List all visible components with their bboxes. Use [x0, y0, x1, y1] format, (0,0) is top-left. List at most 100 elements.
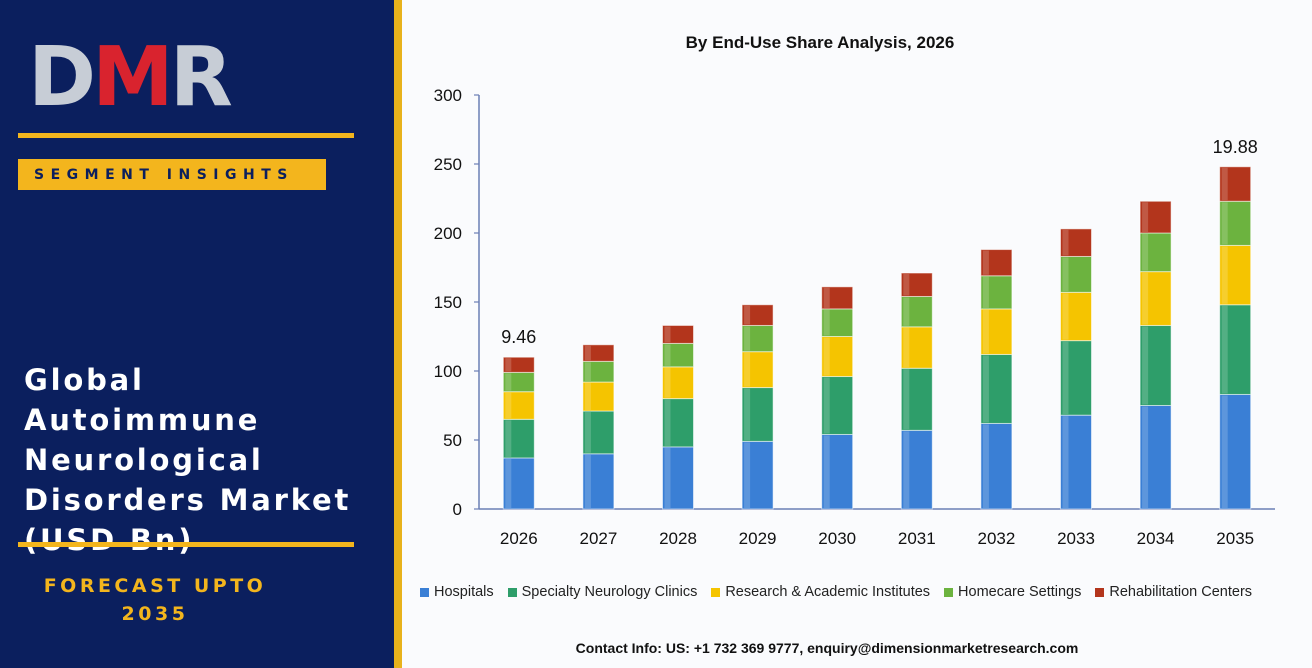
bar-highlight: [823, 377, 830, 434]
dmr-logo: DMR: [28, 37, 233, 119]
bar-highlight: [823, 435, 830, 508]
bar-highlight: [1062, 416, 1069, 508]
panel-edge-stripe: [394, 0, 402, 668]
bar-highlight: [584, 412, 591, 453]
bar-segment-rehabilitation-centers: [821, 286, 854, 310]
bar-highlight: [1142, 406, 1149, 508]
bar-highlight: [982, 309, 989, 354]
bar-highlight: [903, 369, 910, 430]
bar-highlight: [505, 392, 512, 419]
bar-highlight: [1221, 167, 1228, 201]
bar-highlight: [903, 274, 910, 296]
bar-highlight: [1221, 202, 1228, 245]
bar-segment-homecare-settings: [821, 308, 854, 337]
x-tick-label: 2029: [739, 529, 777, 548]
logo-letter-r: R: [169, 30, 233, 125]
data-label: 9.46: [501, 327, 536, 347]
chart-legend: Hospitals Specialty Neurology Clinics Rese…: [420, 584, 1252, 600]
bar-segment-rehabilitation-centers: [980, 249, 1013, 277]
x-tick-label: 2035: [1216, 529, 1254, 548]
bar-segment-specialty-neurology-clinics: [662, 398, 694, 448]
bar-highlight: [505, 373, 512, 391]
bar-segment-rehabilitation-centers: [1219, 166, 1252, 202]
x-tick-label: 2034: [1137, 529, 1175, 548]
legend-item: Specialty Neurology Clinics: [507, 584, 698, 600]
bar-segment-hospitals: [1139, 405, 1172, 510]
bar-highlight: [744, 352, 751, 387]
bar-segment-research-academic-institutes: [821, 336, 854, 378]
forecast-year: 2035: [121, 603, 189, 625]
legend-item: Rehabilitation Centers: [1095, 584, 1252, 600]
y-tick-label: 0: [453, 500, 462, 519]
bar-highlight: [982, 276, 989, 308]
bar-highlight: [1062, 229, 1069, 256]
legend-label: Specialty Neurology Clinics: [521, 584, 698, 600]
x-tick-label: 2033: [1057, 529, 1095, 548]
forecast-line: FORECAST UPTO: [43, 575, 267, 597]
market-title-line: Global Autoimmune: [24, 363, 261, 437]
x-tick-label: 2031: [898, 529, 936, 548]
bar-highlight: [982, 424, 989, 508]
chart-title: By End-Use Share Analysis, 2026: [685, 33, 955, 52]
market-title-line: (USD Bn): [24, 523, 195, 557]
bar-highlight: [664, 326, 671, 343]
bar-segment-specialty-neurology-clinics: [1219, 304, 1252, 395]
bar-segment-hospitals: [502, 457, 535, 510]
bar-segment-specialty-neurology-clinics: [1139, 324, 1172, 407]
bar-segment-rehabilitation-centers: [502, 356, 535, 373]
legend-swatch: [944, 587, 954, 597]
market-title-line: Disorders Market: [24, 483, 352, 517]
bar-segment-hospitals: [821, 433, 854, 510]
legend-label: Hospitals: [434, 584, 494, 600]
divider-bottom: [18, 542, 354, 547]
bar-highlight: [744, 305, 751, 325]
bar-highlight: [1142, 202, 1149, 232]
bar-highlight: [505, 420, 512, 457]
y-tick-label: 250: [434, 155, 462, 174]
forecast-label: FORECAST UPTO 2035: [20, 572, 290, 628]
bar-highlight: [1062, 293, 1069, 340]
x-tick-label: 2026: [500, 529, 538, 548]
bar-highlight: [1142, 234, 1149, 271]
bar-highlight: [1221, 246, 1228, 304]
bar-highlight: [823, 287, 830, 308]
logo-letter-m: M: [92, 30, 174, 125]
bar-highlight: [664, 399, 671, 446]
bar-highlight: [982, 355, 989, 423]
bar-segment-specialty-neurology-clinics: [821, 376, 854, 435]
bar-highlight: [823, 309, 830, 336]
bar-highlight: [505, 358, 512, 372]
bar-highlight: [584, 362, 591, 382]
bar-highlight: [903, 431, 910, 508]
bar-highlight: [903, 327, 910, 368]
x-tick-label: 2032: [977, 529, 1015, 548]
bar-highlight: [1221, 395, 1228, 508]
bar-segment-homecare-settings: [980, 275, 1013, 310]
x-tick-label: 2028: [659, 529, 697, 548]
bar-highlight: [584, 345, 591, 361]
bar-highlight: [664, 367, 671, 398]
legend-label: Research & Academic Institutes: [725, 584, 931, 600]
y-tick-label: 300: [434, 86, 462, 105]
bar-highlight: [744, 442, 751, 508]
bar-highlight: [982, 250, 989, 275]
y-tick-label: 200: [434, 224, 462, 243]
bar-highlight: [664, 344, 671, 366]
legend-item: Research & Academic Institutes: [711, 584, 930, 600]
legend-swatch: [711, 587, 721, 597]
bar-highlight: [744, 326, 751, 351]
bar-highlight: [903, 297, 910, 326]
bar-segment-specialty-neurology-clinics: [980, 353, 1013, 424]
bar-segment-specialty-neurology-clinics: [582, 410, 615, 455]
stacked-bar-chart: 0 50 100 150 200 250 300 2026 9.46 2027 2028 2029 20…: [434, 86, 1275, 548]
bar-segment-research-academic-institutes: [582, 381, 615, 412]
legend-item: Homecare Settings: [944, 584, 1081, 600]
legend-label: Homecare Settings: [958, 584, 1082, 600]
bar-highlight: [1142, 272, 1149, 325]
bar-segment-specialty-neurology-clinics: [900, 367, 933, 431]
legend-swatch: [1095, 587, 1105, 597]
bar-segment-research-academic-institutes: [741, 351, 774, 389]
legend-swatch: [420, 587, 429, 597]
bar-segment-research-academic-institutes: [1219, 244, 1252, 306]
logo-letter-d: D: [28, 30, 96, 125]
